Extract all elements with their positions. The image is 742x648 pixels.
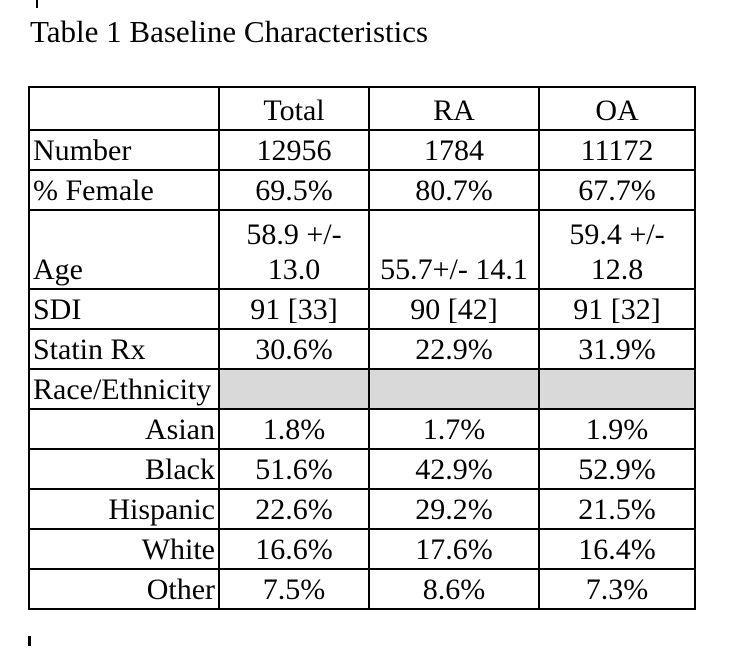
row-label: Other — [28, 568, 220, 610]
data-cell: 59.4 +/- 12.8 — [538, 209, 696, 290]
data-cell: 21.5% — [538, 488, 696, 530]
data-cell: 7.3% — [538, 568, 696, 610]
data-cell: 16.4% — [538, 528, 696, 570]
data-cell: 16.6% — [218, 528, 370, 570]
data-cell — [368, 368, 540, 410]
table-row: Age 58.9 +/- 13.0 55.7+/- 14.1 59.4 +/- 12.… — [28, 209, 696, 290]
text-cursor-mark-top — [36, 0, 38, 8]
data-cell: 22.6% — [218, 488, 370, 530]
data-cell: 1.9% — [538, 408, 696, 450]
column-header: OA — [538, 86, 696, 131]
data-cell — [538, 368, 696, 410]
column-header-empty — [28, 86, 220, 131]
row-label: Statin Rx — [28, 328, 220, 370]
data-cell: 29.2% — [368, 488, 540, 530]
data-cell — [218, 368, 370, 410]
row-label: Hispanic — [28, 488, 220, 530]
data-cell: 7.5% — [218, 568, 370, 610]
data-cell: 17.6% — [368, 528, 540, 570]
data-cell: 58.9 +/- 13.0 — [218, 209, 370, 290]
column-header: Total — [218, 86, 370, 131]
table-row: Race/Ethnicity — [28, 368, 696, 410]
text-cursor-mark-bottom — [28, 636, 31, 646]
data-cell: 51.6% — [218, 448, 370, 490]
row-label: Black — [28, 448, 220, 490]
table-header-row: Total RA OA — [28, 86, 696, 131]
row-label: Race/Ethnicity — [28, 368, 220, 410]
data-cell: 30.6% — [218, 328, 370, 370]
data-cell: 67.7% — [538, 169, 696, 211]
data-cell: 12956 — [218, 129, 370, 171]
data-cell: 1784 — [368, 129, 540, 171]
data-cell: 31.9% — [538, 328, 696, 370]
data-cell: 1.8% — [218, 408, 370, 450]
table-row: Statin Rx 30.6% 22.9% 31.9% — [28, 328, 696, 370]
baseline-characteristics-table: Total RA OA Number 12956 1784 11172% Female 69.… — [28, 86, 696, 610]
table-row: SDI 91 [33] 90 [42] 91 [32] — [28, 288, 696, 330]
row-label: % Female — [28, 169, 220, 211]
data-cell: 90 [42] — [368, 288, 540, 330]
row-label: White — [28, 528, 220, 570]
data-cell: 11172 — [538, 129, 696, 171]
data-cell: 42.9% — [368, 448, 540, 490]
table-row: Number 12956 1784 11172 — [28, 129, 696, 171]
table-row: Asian 1.8% 1.7% 1.9% — [28, 408, 696, 450]
column-header: RA — [368, 86, 540, 131]
data-cell: 91 [33] — [218, 288, 370, 330]
data-cell: 8.6% — [368, 568, 540, 610]
data-cell: 22.9% — [368, 328, 540, 370]
table-row: Hispanic 22.6% 29.2% 21.5% — [28, 488, 696, 530]
row-label: Age — [28, 209, 220, 290]
row-label: SDI — [28, 288, 220, 330]
table-row: Black 51.6% 42.9% 52.9% — [28, 448, 696, 490]
table-title: Table 1 Baseline Characteristics — [30, 14, 429, 49]
data-cell: 55.7+/- 14.1 — [368, 209, 540, 290]
data-cell: 80.7% — [368, 169, 540, 211]
table-row: White 16.6% 17.6% 16.4% — [28, 528, 696, 570]
table-row: Other 7.5% 8.6% 7.3% — [28, 568, 696, 610]
data-cell: 69.5% — [218, 169, 370, 211]
table-row: % Female 69.5% 80.7% 67.7% — [28, 169, 696, 211]
data-cell: 91 [32] — [538, 288, 696, 330]
row-label: Asian — [28, 408, 220, 450]
data-cell: 1.7% — [368, 408, 540, 450]
row-label: Number — [28, 129, 220, 171]
data-cell: 52.9% — [538, 448, 696, 490]
